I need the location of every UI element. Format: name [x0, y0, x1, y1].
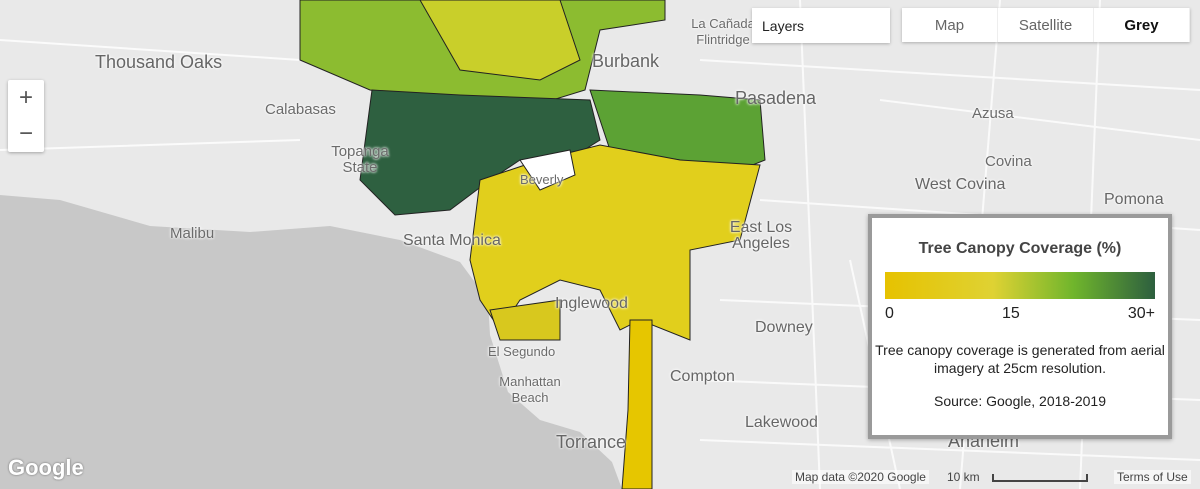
map-type-grey[interactable]: Grey	[1094, 8, 1190, 42]
place-label: Covina	[985, 153, 1032, 170]
legend-title: Tree Canopy Coverage (%)	[918, 240, 1122, 257]
place-label: Manhattan Beach	[499, 374, 561, 405]
place-label: Pomona	[1104, 191, 1164, 208]
place-label: Inglewood	[555, 295, 628, 312]
map-data-attribution[interactable]: Map data ©2020 Google	[792, 470, 929, 484]
place-label: Lakewood	[745, 414, 818, 431]
place-label: West Covina	[915, 176, 1006, 193]
place-label: Calabasas	[265, 101, 336, 118]
place-label: Burbank	[592, 51, 660, 71]
place-label: Topanga State	[331, 143, 389, 176]
zoom-control: + −	[8, 80, 44, 152]
place-label: Malibu	[170, 225, 215, 242]
place-label: Thousand Oaks	[95, 52, 223, 72]
place-label: Azusa	[972, 105, 1014, 122]
color-ramp	[885, 272, 1155, 299]
place-label: Compton	[670, 368, 735, 385]
place-label: Pasadena	[735, 88, 817, 108]
map-type-control: Map Satellite Grey	[902, 8, 1190, 42]
place-label: East Los Angeles	[729, 219, 793, 252]
place-label: La Cañada Flintridge	[691, 16, 755, 47]
zoom-out-button[interactable]: −	[18, 120, 33, 147]
ocean	[0, 195, 622, 489]
canopy-regions	[299, 0, 766, 489]
legend-tick: 0	[885, 305, 894, 322]
legend-description: Tree canopy coverage is generated from a…	[875, 342, 1165, 376]
map-type-satellite[interactable]: Satellite	[998, 8, 1094, 42]
legend-tick: 30+	[1127, 305, 1155, 322]
zoom-in-button[interactable]: +	[18, 84, 33, 111]
place-label: Santa Monica	[403, 232, 501, 249]
terms-link[interactable]: Terms of Use	[1114, 470, 1191, 484]
place-label: El Segundo	[488, 344, 556, 359]
google-logo: Google	[8, 455, 84, 480]
layers-dropdown[interactable]: Layers	[752, 8, 890, 43]
place-label: Downey	[755, 319, 813, 336]
map-type-map[interactable]: Map	[902, 8, 998, 42]
scale-label: 10 km	[947, 470, 980, 484]
scale-bar	[992, 474, 1088, 482]
legend-source: Source: Google, 2018-2019	[933, 393, 1106, 409]
legend-tick: 15	[1001, 305, 1020, 322]
place-label: Torrance	[556, 432, 627, 452]
legend-panel: Tree Canopy Coverage (%) 0 15 30+ Tree c…	[868, 214, 1172, 439]
place-label: Beverly	[520, 172, 564, 187]
